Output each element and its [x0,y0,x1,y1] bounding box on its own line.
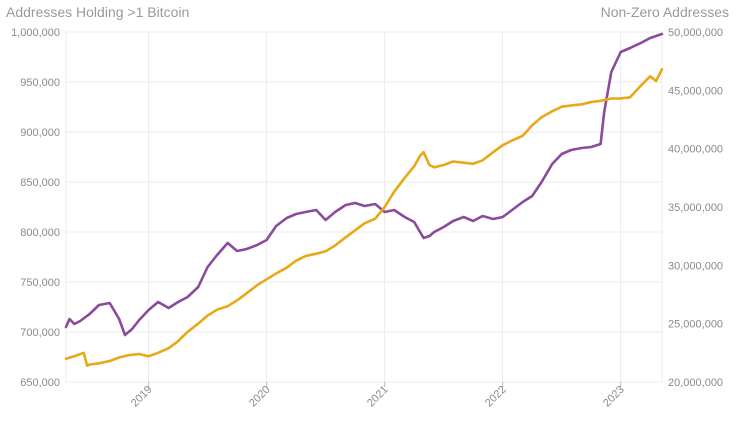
right-tick-label: 30,000,000 [668,260,723,272]
left-tick-label: 700,000 [20,327,60,339]
left-tick-label: 650,000 [20,377,60,389]
x-tick-label: 2021 [365,384,391,410]
series-lines [64,32,664,368]
right-y-axis: 20,000,000 25,000,000 30,000,000 35,000,000… [668,27,723,389]
left-tick-label: 900,000 [20,127,60,139]
left-tick-label: 800,000 [20,227,60,239]
x-tick-label: 2023 [601,384,627,410]
right-tick-label: 25,000,000 [668,319,723,331]
x-tick-label: 2019 [129,384,155,410]
right-tick-label: 40,000,000 [668,144,723,156]
x-axis: 2019 2020 2021 2022 2023 [129,382,627,409]
right-axis-title: Non-Zero Addresses [600,4,729,20]
left-tick-label: 850,000 [20,177,60,189]
left-y-axis: 650,000 700,000 750,000 800,000 850,000 900,0… [11,27,60,389]
right-tick-label: 50,000,000 [668,27,723,39]
x-tick-label: 2020 [247,384,273,410]
right-tick-label: 35,000,000 [668,202,723,214]
right-tick-label: 20,000,000 [668,377,723,389]
series-line-non-zero-addresses [64,68,664,368]
x-tick-label: 2022 [483,384,509,410]
left-tick-label: 950,000 [20,77,60,89]
series-line-addresses-holding-1-bitcoin [64,32,664,337]
left-tick-label: 750,000 [20,277,60,289]
left-tick-label: 1,000,000 [11,27,60,39]
left-axis-title: Addresses Holding >1 Bitcoin [6,4,190,20]
right-tick-label: 45,000,000 [668,85,723,97]
